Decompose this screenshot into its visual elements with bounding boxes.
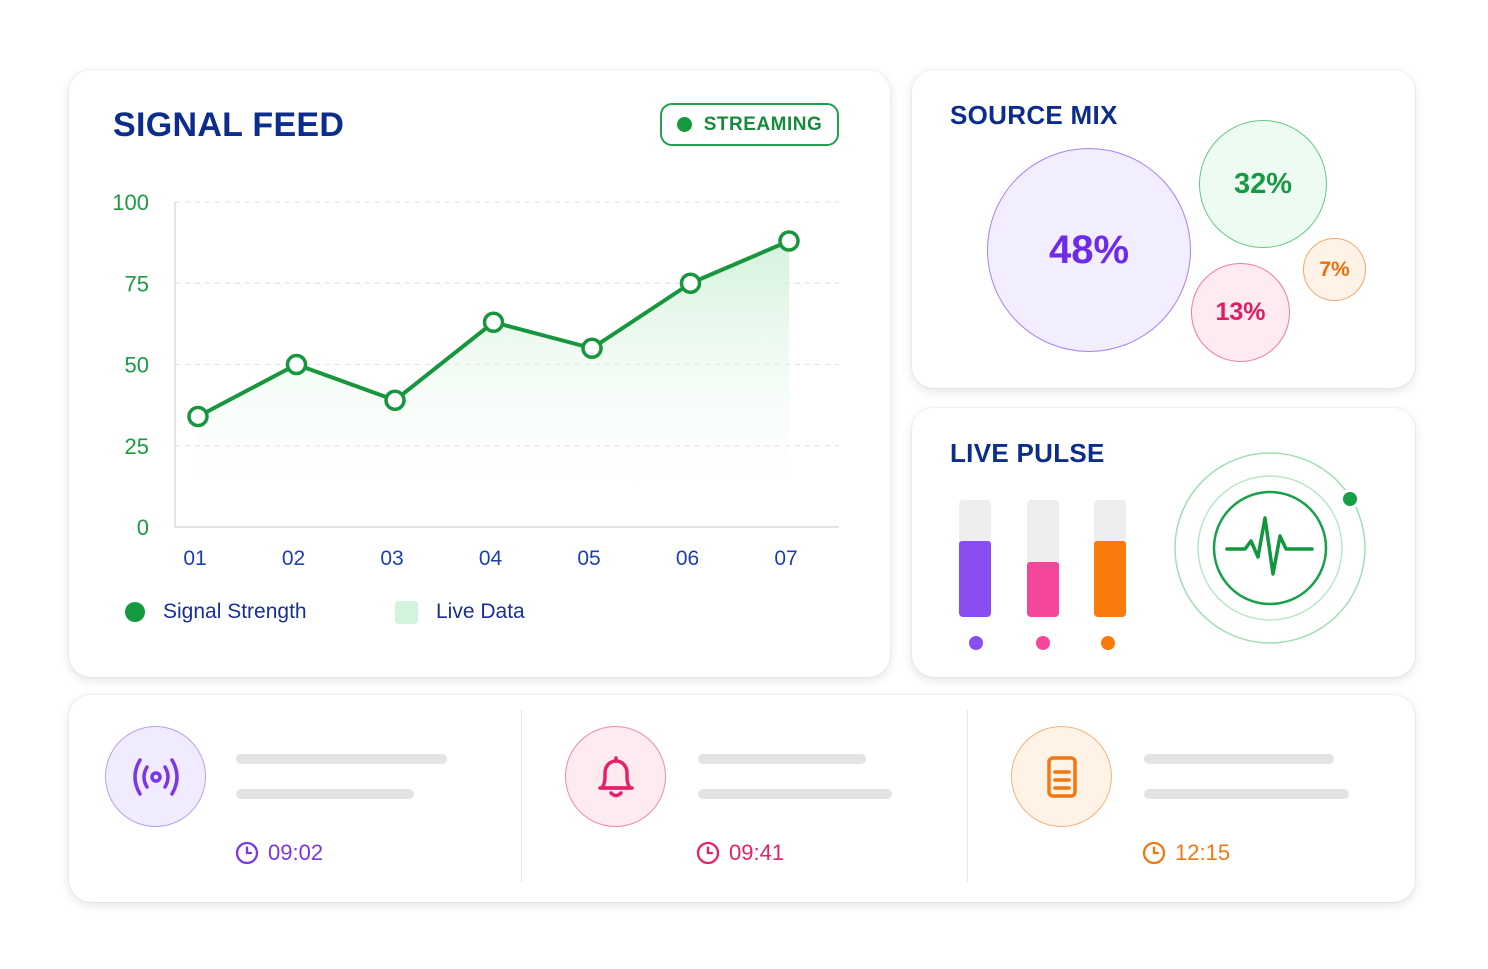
legend-live-data: Live Data bbox=[395, 600, 525, 624]
placeholder-line bbox=[236, 789, 414, 799]
data-point bbox=[679, 272, 702, 294]
source-mix-card: SOURCE MIX 48% 32% 13% 7% bbox=[912, 70, 1415, 388]
data-point bbox=[482, 311, 505, 333]
clock-icon bbox=[235, 841, 259, 865]
x-tick-label: 01 bbox=[183, 547, 206, 570]
live-dot-icon bbox=[676, 117, 692, 132]
placeholder-line bbox=[1144, 789, 1349, 799]
x-tick-label: 06 bbox=[676, 547, 699, 570]
heartbeat-icon bbox=[1174, 452, 1366, 644]
signal-feed-card: 0 25 50 75 100 01 02 03 04 05 06 07 SIGNAL FEED ST… bbox=[69, 70, 890, 677]
broadcast-icon bbox=[105, 726, 206, 827]
placeholder-line bbox=[1144, 754, 1334, 764]
y-tick-label: 0 bbox=[137, 515, 149, 540]
pulse-dot bbox=[1101, 636, 1115, 650]
activity-card: 09:02 09:41 bbox=[69, 695, 1415, 902]
legend-square-icon bbox=[395, 600, 418, 624]
x-tick-label: 03 bbox=[380, 547, 403, 570]
pulse-bar-fill bbox=[1027, 562, 1059, 617]
legend-signal-label: Signal Strength bbox=[163, 600, 307, 623]
placeholder-line bbox=[698, 789, 892, 799]
x-tick-label: 04 bbox=[479, 547, 503, 570]
pulse-bar-fill bbox=[959, 540, 991, 617]
signal-feed-title: SIGNAL FEED bbox=[113, 106, 345, 144]
streaming-badge: STREAMING bbox=[660, 103, 839, 146]
placeholder-line bbox=[236, 754, 447, 764]
activity-item-document: 12:15 bbox=[975, 695, 1415, 902]
x-tick-label: 05 bbox=[577, 547, 600, 570]
data-point bbox=[778, 230, 800, 252]
y-tick-label: 75 bbox=[125, 271, 149, 296]
document-icon bbox=[1011, 726, 1112, 827]
bell-icon bbox=[565, 726, 666, 827]
pulse-bar-fill bbox=[1094, 540, 1126, 617]
data-point bbox=[285, 353, 308, 376]
source-bubble: 48% bbox=[987, 148, 1191, 352]
activity-item-broadcast: 09:02 bbox=[69, 695, 521, 902]
live-pulse-card: LIVE PULSE bbox=[912, 408, 1415, 677]
source-bubble: 13% bbox=[1191, 263, 1290, 362]
data-point bbox=[581, 337, 603, 359]
data-point bbox=[384, 389, 406, 411]
data-point bbox=[187, 405, 209, 428]
pulse-bar bbox=[1027, 500, 1059, 617]
pulse-dot bbox=[969, 636, 983, 650]
divider bbox=[967, 710, 968, 882]
x-tick-label: 02 bbox=[282, 547, 305, 570]
divider bbox=[521, 710, 522, 882]
streaming-badge-label: STREAMING bbox=[703, 113, 823, 135]
y-tick-label: 25 bbox=[125, 434, 149, 459]
source-bubble: 7% bbox=[1303, 238, 1366, 301]
legend-live-label: Live Data bbox=[436, 600, 525, 623]
live-pulse-title: LIVE PULSE bbox=[950, 438, 1105, 468]
y-tick-label: 100 bbox=[112, 190, 149, 215]
pulse-bar bbox=[959, 500, 991, 617]
signal-chart: 0 25 50 75 100 01 02 03 04 05 06 07 bbox=[112, 190, 839, 570]
x-tick-label: 07 bbox=[774, 547, 797, 570]
pulse-dot bbox=[1036, 636, 1050, 650]
activity-time: 09:41 bbox=[696, 840, 784, 866]
activity-time-label: 09:02 bbox=[268, 840, 324, 865]
source-mix-title: SOURCE MIX bbox=[950, 100, 1118, 130]
pulse-bar bbox=[1094, 500, 1126, 617]
live-data-area bbox=[198, 241, 789, 527]
activity-item-bell: 09:41 bbox=[529, 695, 967, 902]
clock-icon bbox=[1142, 841, 1166, 865]
activity-time: 09:02 bbox=[235, 840, 323, 866]
legend-dot-icon bbox=[125, 602, 145, 622]
placeholder-line bbox=[698, 754, 866, 764]
clock-icon bbox=[696, 841, 720, 865]
legend-signal-strength: Signal Strength bbox=[125, 600, 307, 624]
source-bubble: 32% bbox=[1199, 120, 1327, 248]
activity-time: 12:15 bbox=[1142, 840, 1230, 866]
y-tick-label: 50 bbox=[125, 353, 149, 378]
activity-time-label: 12:15 bbox=[1175, 840, 1231, 865]
activity-time-label: 09:41 bbox=[729, 840, 785, 865]
